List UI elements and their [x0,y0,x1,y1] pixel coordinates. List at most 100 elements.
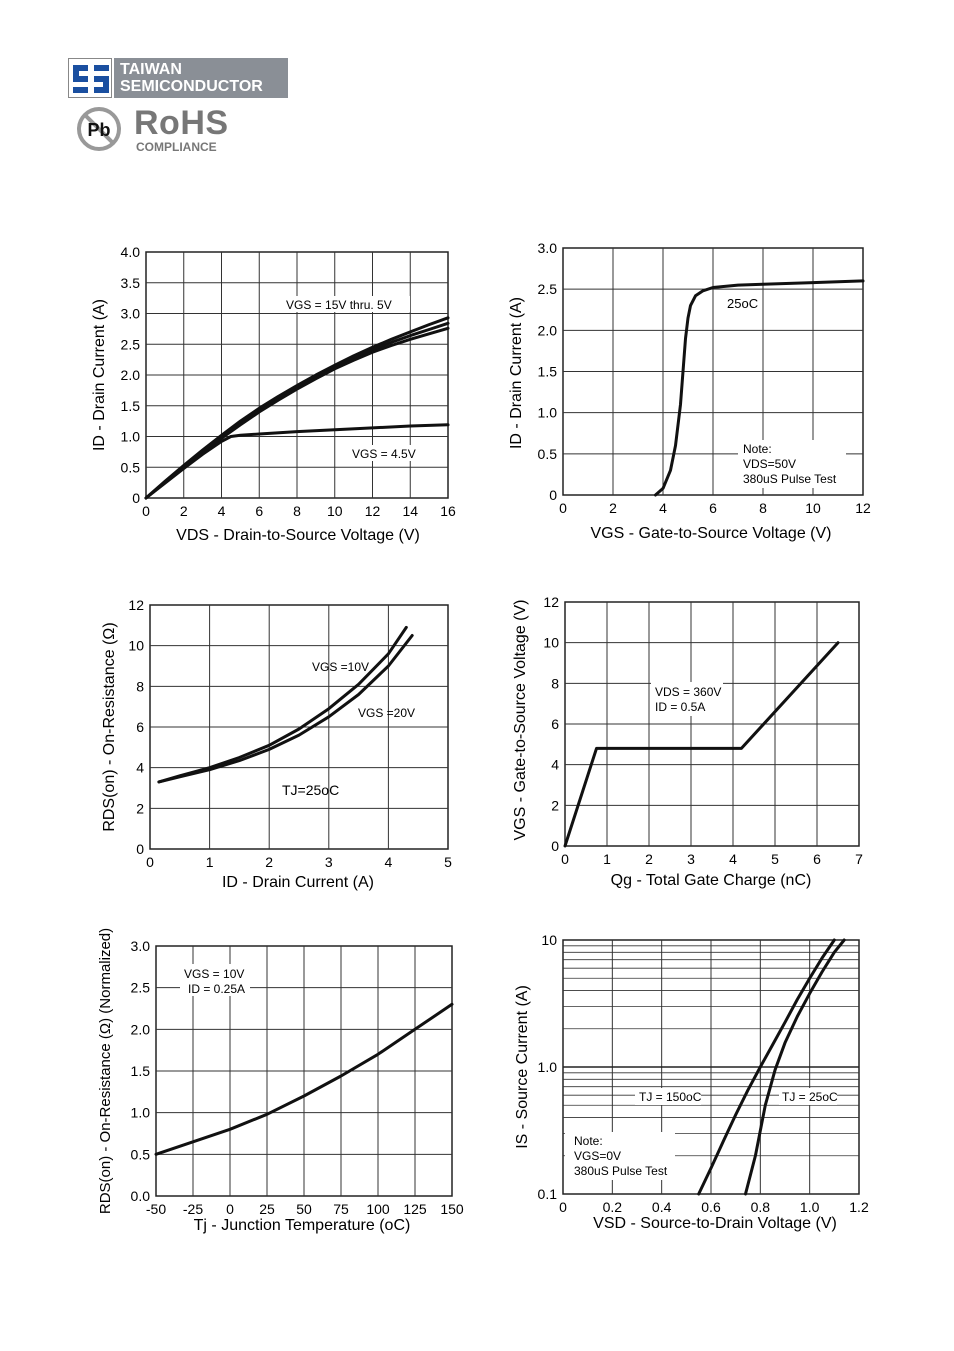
y-tick-label: 1.5 [131,1063,151,1079]
y-tick-label: 2.0 [538,322,558,338]
company-logo: TAIWAN SEMICONDUCTOR [68,58,288,98]
y-tick-label: 10 [128,638,144,654]
chart-transfer-characteristics: 0 2 4 6 8 10 12 0 0.5 1.0 1.5 2.0 2.5 3.0 VGS - Gate-… [508,240,871,542]
x-axis-label: Tj - Junction Temperature (oC) [194,1217,411,1234]
x-tick-label: 25 [259,1201,275,1217]
y-tick-label: 1.5 [121,398,141,414]
annotation-tj: TJ=25oC [282,782,339,798]
chart-output-characteristics: 0 2 4 6 8 10 12 14 16 0 0.5 1.0 1.5 2.0 2.5 3.0 3.5 4.0 V… [91,244,456,544]
series-line-1 [157,634,414,784]
pb-label: Pb [87,120,110,140]
x-tick-label: 4 [659,500,667,516]
x-tick-label: 100 [366,1201,390,1217]
y-tick-label: 1.0 [131,1105,151,1121]
x-tick-label: 75 [333,1201,349,1217]
annotation-tj-150: TJ = 150oC [639,1090,702,1104]
y-tick-label: 3.0 [121,306,141,322]
series-line-0 [563,641,840,848]
rohs-subtitle: COMPLIANCE [136,140,217,154]
annotation-id: ID = 0.25A [188,982,245,996]
y-tick-label: 1.0 [538,1059,558,1075]
annotation-note: Note: [743,442,772,456]
x-tick-label: 0 [559,500,567,516]
annotation-temp: 25oC [727,296,758,311]
x-tick-label: 0 [146,854,154,870]
x-tick-label: 2 [265,854,273,870]
x-tick-label: 6 [709,500,717,516]
annotation-note: Note: [574,1134,603,1148]
x-axis-label: Qg - Total Gate Charge (nC) [611,872,812,889]
x-tick-label: 8 [759,500,767,516]
y-tick-label: 2 [551,797,559,813]
y-axis-label: VGS - Gate-to-Source Voltage (V) [512,600,529,841]
x-tick-label: 0 [226,1201,234,1217]
y-tick-label: 1.5 [538,364,558,380]
x-tick-label: 7 [855,851,863,867]
chart-body-diode: 0 0.2 0.4 0.6 0.8 1.0 1.2 0.1 1.0 10 VSD - Source… [514,932,869,1232]
x-tick-label: 0.6 [701,1199,721,1215]
pb-free-icon: Pb [77,107,121,151]
annotation-vgs-15v: VGS = 15V thru. 5V [286,298,392,312]
x-tick-label: 6 [813,851,821,867]
y-tick-label: 0.1 [538,1186,558,1202]
rohs-compliance-badge: Pb RoHS COMPLIANCE [76,104,246,156]
chart-rds-vs-temperature: -50 -25 0 25 50 75 100 125 150 0.0 0.5 1.0 1.5 2.0 2.5… [97,928,464,1234]
y-tick-label: 2.5 [121,336,141,352]
x-tick-label: 1 [603,851,611,867]
y-tick-label: 0.0 [131,1188,151,1204]
x-axis-label: VDS - Drain-to-Source Voltage (V) [176,527,420,544]
y-tick-label: 3.0 [538,240,558,256]
x-tick-label: 0 [142,503,150,519]
x-tick-label: 50 [296,1201,312,1217]
x-tick-label: 10 [805,500,821,516]
ts-logo-icon [68,58,112,98]
x-tick-label: 0.8 [751,1199,771,1215]
series-line-0 [154,1002,454,1156]
series-line-0 [157,625,408,784]
x-tick-label: 2 [645,851,653,867]
x-tick-label: 5 [444,854,452,870]
annotation-vgs: VGS=0V [574,1149,621,1163]
y-tick-label: 12 [128,597,144,613]
annotation-vgs: VGS = 10V [184,967,244,981]
x-tick-label: 1.0 [800,1199,820,1215]
x-tick-label: 2 [180,503,188,519]
y-tick-label: 1.0 [121,429,141,445]
x-tick-label: 150 [440,1201,464,1217]
annotation-pulse: 380uS Pulse Test [574,1164,668,1178]
y-axis-label: RDS(on) - On-Resistance (Ω) [101,622,118,831]
y-tick-label: 6 [136,719,144,735]
y-tick-label: 2.5 [538,281,558,297]
annotation-vds: VDS=50V [743,457,796,471]
x-tick-label: 4 [729,851,737,867]
x-tick-label: 4 [218,503,226,519]
x-axis-label: VSD - Source-to-Drain Voltage (V) [593,1215,837,1232]
x-axis-label: VGS - Gate-to-Source Voltage (V) [591,525,832,542]
x-tick-label: -25 [183,1201,203,1217]
x-tick-label: 0 [559,1199,567,1215]
x-tick-label: 0.2 [603,1199,623,1215]
x-tick-label: -50 [146,1201,166,1217]
x-tick-label: 8 [293,503,301,519]
y-tick-label: 0.5 [131,1146,151,1162]
x-tick-label: 5 [771,851,779,867]
series-line-3 [144,423,450,500]
y-tick-label: 3.0 [131,938,151,954]
x-tick-label: 12 [855,500,871,516]
y-tick-label: 12 [543,594,559,610]
annotation-vgs-4-5v: VGS = 4.5V [352,447,416,461]
y-tick-label: 10 [541,932,557,948]
annotation-vgs-20v: VGS =20V [358,706,415,720]
y-tick-label: 1.0 [538,405,558,421]
x-tick-label: 3 [325,854,333,870]
x-tick-label: 3 [687,851,695,867]
annotation-tj-25: TJ = 25oC [782,1090,838,1104]
y-tick-label: 8 [136,678,144,694]
y-tick-label: 0 [551,838,559,854]
y-tick-label: 0 [136,841,144,857]
x-tick-label: 1.2 [849,1199,869,1215]
x-tick-label: 2 [609,500,617,516]
company-name-line2: SEMICONDUCTOR [120,78,263,95]
